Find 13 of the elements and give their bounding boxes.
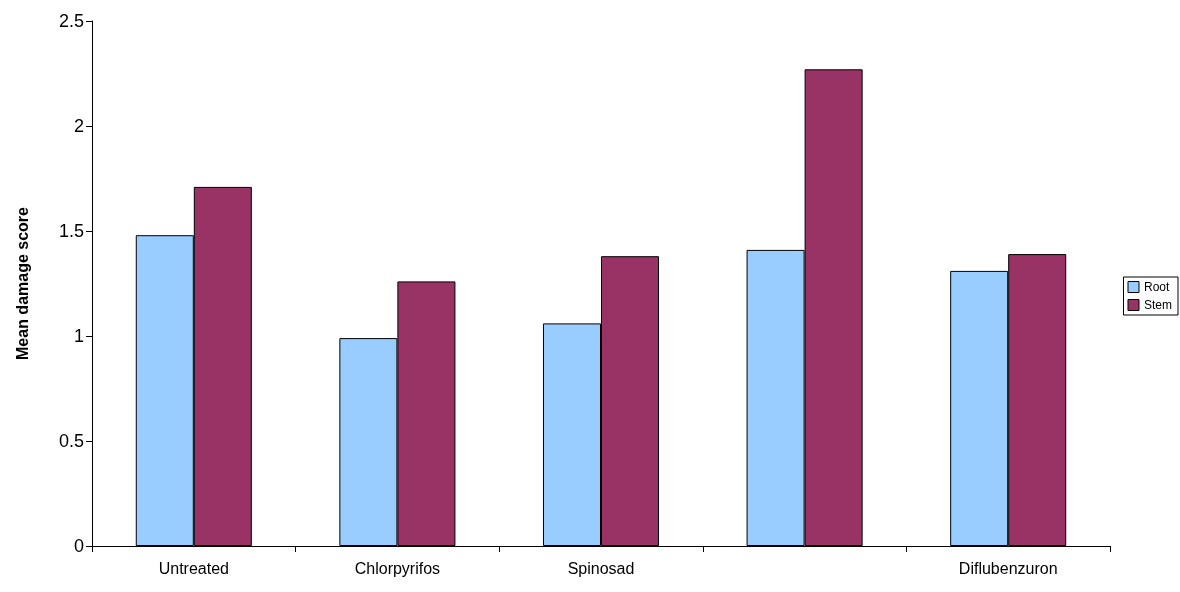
y-axis-title: Mean damage score [13, 206, 31, 360]
y-tick-label: 0.5 [58, 431, 84, 451]
y-tick-label: 1.5 [58, 221, 84, 241]
x-tick-label: Diflubenzuron [958, 559, 1058, 577]
x-tick-label: Spinosad [567, 559, 635, 577]
y-tick-label: 1 [73, 326, 84, 346]
y-tick-label: 0 [73, 536, 84, 556]
y-tick-label: 2 [73, 116, 84, 136]
x-tick-label: Untreated [158, 559, 229, 577]
legend-label: Root [1143, 280, 1171, 294]
legend-label: Stem [1143, 298, 1173, 312]
x-tick-label: Chlorpyrifos [354, 559, 441, 577]
y-tick-label: 2.5 [58, 11, 84, 31]
